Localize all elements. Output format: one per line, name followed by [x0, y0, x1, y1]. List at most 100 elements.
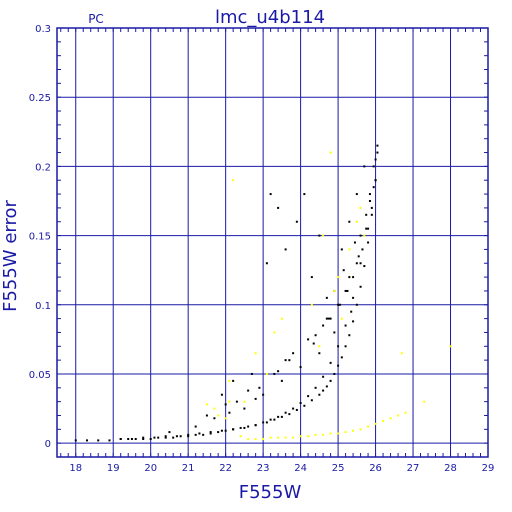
data-point — [365, 213, 368, 216]
data-point — [284, 248, 287, 251]
data-point — [404, 411, 407, 414]
data-point — [329, 379, 332, 382]
data-point — [164, 435, 167, 438]
data-point — [224, 403, 227, 406]
data-point — [333, 331, 336, 334]
data-point — [85, 439, 88, 442]
data-point — [262, 393, 265, 396]
data-point — [228, 411, 231, 414]
data-point — [198, 432, 201, 435]
data-point — [224, 417, 227, 420]
y-tick-label: 0.25 — [29, 93, 51, 104]
data-point — [149, 438, 152, 441]
data-point — [325, 296, 328, 299]
data-point — [322, 389, 325, 392]
x-tick-label: 29 — [482, 463, 495, 474]
data-point — [194, 425, 197, 428]
data-point — [108, 439, 111, 442]
x-tick-label: 18 — [69, 463, 82, 474]
data-point — [348, 220, 351, 223]
data-point — [359, 428, 362, 431]
x-tick-label: 27 — [407, 463, 420, 474]
data-point — [365, 227, 368, 230]
data-point — [269, 418, 272, 421]
data-point — [202, 433, 205, 436]
data-point — [322, 375, 325, 378]
data-point — [239, 435, 242, 438]
data-point — [357, 255, 360, 258]
data-point — [342, 269, 345, 272]
data-point — [254, 424, 257, 427]
data-point — [235, 400, 238, 403]
data-point — [250, 372, 253, 375]
data-point — [344, 289, 347, 292]
data-point — [352, 296, 355, 299]
data-point — [318, 393, 321, 396]
data-point — [265, 262, 268, 265]
data-point — [352, 276, 355, 279]
data-point — [280, 317, 283, 320]
y-tick-label: 0.15 — [29, 232, 51, 243]
data-point — [374, 158, 377, 161]
data-point — [243, 407, 246, 410]
data-point — [303, 404, 306, 407]
data-point — [338, 303, 341, 306]
data-point — [220, 393, 223, 396]
data-point — [284, 359, 287, 362]
data-point — [346, 289, 349, 292]
data-point — [273, 418, 276, 421]
data-point — [97, 439, 100, 442]
data-point — [292, 352, 295, 355]
x-tick-label: 24 — [294, 463, 307, 474]
data-point — [329, 317, 332, 320]
data-point — [382, 420, 385, 423]
data-point — [367, 227, 370, 230]
data-point — [344, 431, 347, 434]
data-point — [337, 276, 340, 279]
data-point — [168, 431, 171, 434]
data-point — [277, 370, 280, 373]
data-point — [292, 407, 295, 410]
data-point — [337, 364, 340, 367]
data-point — [213, 417, 216, 420]
data-point — [284, 411, 287, 414]
data-point — [254, 438, 257, 441]
data-point — [209, 431, 212, 434]
data-point — [310, 276, 313, 279]
data-point — [353, 241, 356, 244]
data-point — [232, 179, 235, 182]
data-point — [352, 429, 355, 432]
data-point — [370, 206, 373, 209]
data-point — [314, 433, 317, 436]
data-point — [262, 438, 265, 441]
data-point — [348, 248, 351, 251]
data-point — [247, 425, 250, 428]
data-point — [449, 345, 452, 348]
y-tick-label: 0.1 — [35, 301, 51, 312]
data-point — [127, 438, 130, 441]
x-tick-label: 23 — [257, 463, 270, 474]
data-point — [243, 400, 246, 403]
x-tick-label: 19 — [107, 463, 120, 474]
data-point — [329, 151, 332, 154]
data-point — [307, 395, 310, 398]
data-point — [355, 303, 358, 306]
data-point — [288, 359, 291, 362]
data-point — [209, 432, 212, 435]
data-point — [400, 352, 403, 355]
data-point — [374, 422, 377, 425]
data-point — [157, 436, 160, 439]
data-point — [310, 399, 313, 402]
y-tick-label: 0.2 — [35, 162, 51, 173]
data-point — [310, 303, 313, 306]
data-point — [325, 317, 328, 320]
data-point — [355, 262, 358, 265]
data-point — [74, 439, 77, 442]
data-point — [130, 438, 133, 441]
data-point — [359, 285, 362, 288]
data-point — [361, 248, 364, 251]
y-tick-label: 0 — [45, 439, 51, 450]
y-tick-label: 0.3 — [35, 24, 51, 35]
data-point — [288, 413, 291, 416]
